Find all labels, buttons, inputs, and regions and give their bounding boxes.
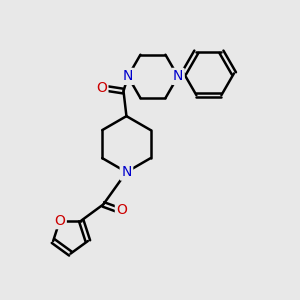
Text: N: N: [123, 69, 133, 83]
Text: O: O: [96, 81, 107, 95]
Text: N: N: [173, 69, 183, 83]
Text: O: O: [116, 203, 127, 217]
Text: N: N: [121, 165, 132, 179]
Text: O: O: [54, 214, 65, 228]
